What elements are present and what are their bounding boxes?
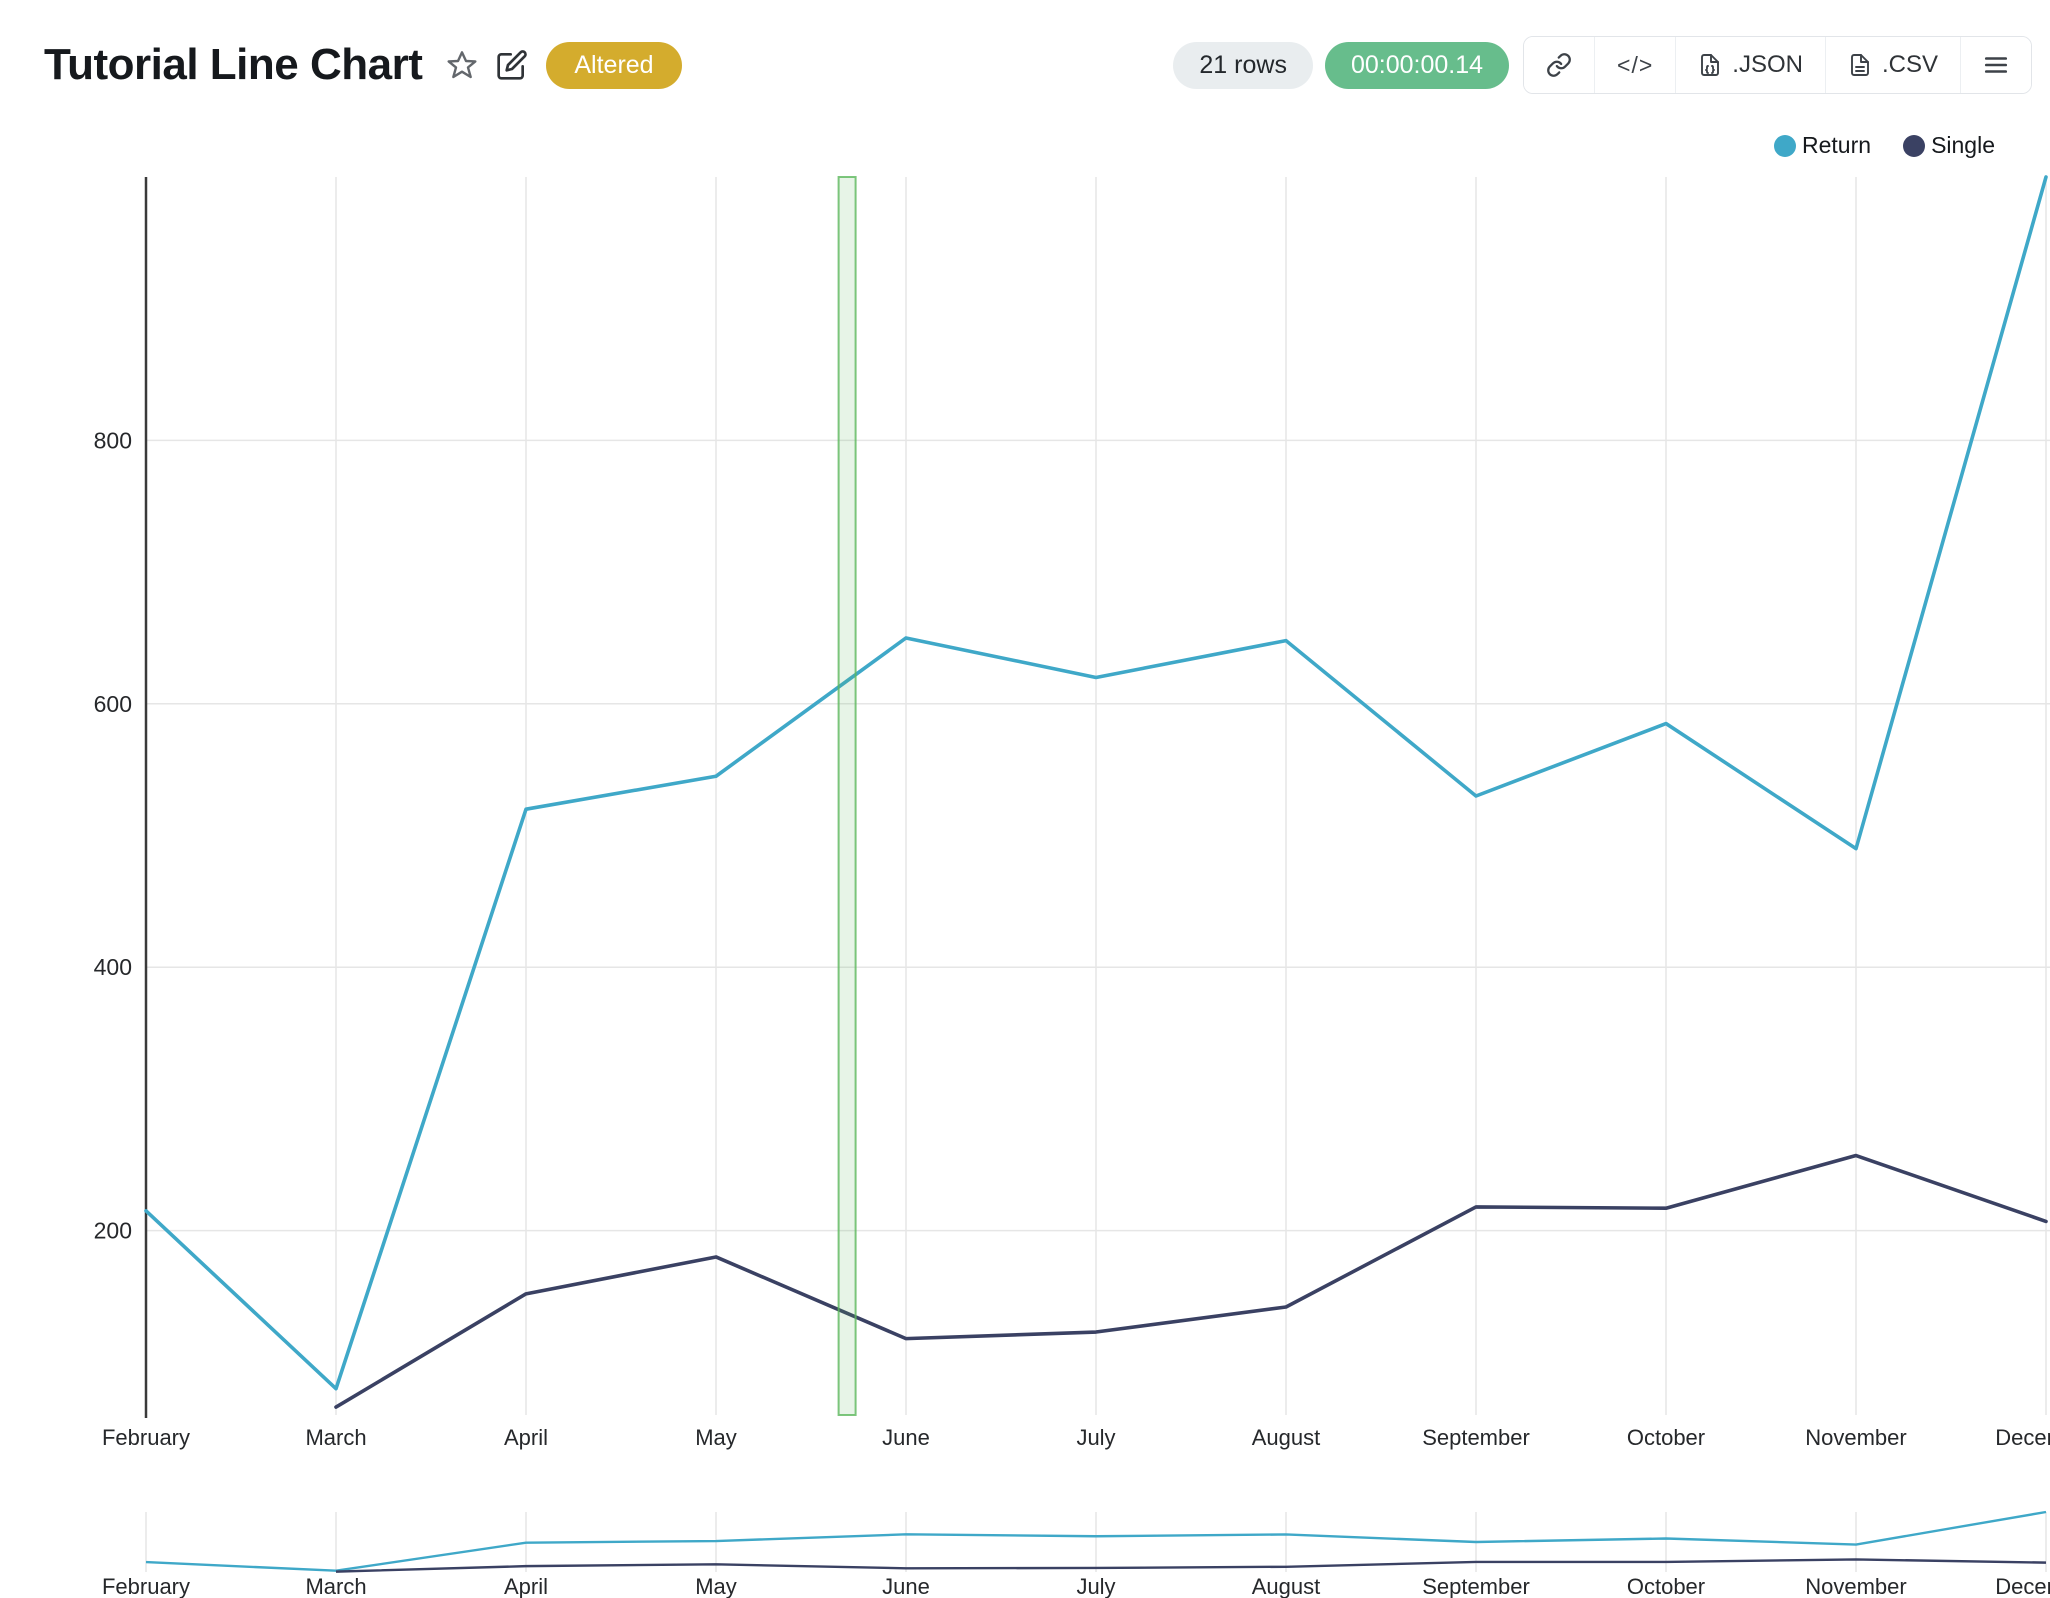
edit-icon[interactable] xyxy=(496,49,528,81)
file-json-icon xyxy=(1698,52,1722,78)
link-button[interactable] xyxy=(1524,37,1595,93)
mini-x-tick-label: June xyxy=(882,1574,930,1598)
x-tick-label: April xyxy=(504,1425,548,1450)
y-tick-label: 600 xyxy=(94,691,132,717)
json-export-button[interactable]: .JSON xyxy=(1675,37,1825,93)
page-title: Tutorial Line Chart xyxy=(44,40,423,89)
mini-x-tick-label: December xyxy=(1995,1574,2050,1598)
row-count-badge: 21 rows xyxy=(1173,41,1313,89)
altered-badge: Altered xyxy=(546,41,682,89)
y-tick-label: 400 xyxy=(94,954,132,980)
mini-series-return-line xyxy=(145,1510,2047,1572)
y-tick-label: 200 xyxy=(94,1218,132,1244)
x-tick-label: August xyxy=(1252,1425,1321,1450)
menu-icon xyxy=(1983,52,2009,78)
legend-dot-single xyxy=(1903,134,1926,157)
x-tick-label: July xyxy=(1076,1425,1115,1450)
series-return-line xyxy=(144,175,2048,1391)
plot-area[interactable] xyxy=(146,177,2050,1415)
x-tick-label: May xyxy=(695,1425,737,1450)
star-icon[interactable] xyxy=(446,49,478,81)
legend-label-single: Single xyxy=(1931,132,1995,158)
selection-band[interactable] xyxy=(837,176,857,1416)
legend-item-return[interactable]: Return xyxy=(1774,132,1871,159)
mini-x-tick-label: February xyxy=(102,1574,190,1598)
menu-button[interactable] xyxy=(1960,37,2031,93)
mini-x-tick-label: October xyxy=(1627,1574,1705,1598)
legend-item-single[interactable]: Single xyxy=(1903,132,1995,159)
x-tick-label: October xyxy=(1627,1425,1705,1450)
code-button[interactable]: </> xyxy=(1594,37,1676,93)
link-icon xyxy=(1546,52,1572,78)
x-tick-label: September xyxy=(1422,1425,1530,1450)
y-tick-label: 800 xyxy=(94,427,132,453)
mini-x-tick-label: April xyxy=(504,1574,548,1598)
x-tick-label: November xyxy=(1805,1425,1906,1450)
csv-export-button[interactable]: .CSV xyxy=(1824,37,1960,93)
chart-legend: Return Single xyxy=(1774,132,1995,159)
mini-x-tick-label: May xyxy=(695,1574,737,1598)
legend-label-return: Return xyxy=(1802,132,1872,158)
mini-x-tick-label: March xyxy=(305,1574,366,1598)
csv-export-label: .CSV xyxy=(1881,51,1938,78)
header: Tutorial Line Chart Altered 21 rows 00:0… xyxy=(0,0,2050,106)
x-tick-label: March xyxy=(305,1425,366,1450)
mini-x-tick-label: September xyxy=(1422,1574,1530,1598)
mini-x-tick-label: November xyxy=(1805,1574,1906,1598)
timer-badge: 00:00:00.14 xyxy=(1324,41,1510,89)
x-tick-label: June xyxy=(882,1425,930,1450)
series-single-line xyxy=(334,1153,2048,1409)
code-icon: </> xyxy=(1617,51,1654,78)
header-right: 21 rows 00:00:00.14 </> xyxy=(1173,36,2032,94)
x-tick-label: February xyxy=(102,1425,190,1450)
export-toolbar: </> .JSON xyxy=(1523,36,2032,94)
x-tick-label: December xyxy=(1995,1425,2050,1450)
file-csv-icon xyxy=(1848,52,1872,78)
mini-x-tick-label: July xyxy=(1076,1574,1115,1598)
mini-x-tick-label: August xyxy=(1252,1574,1321,1598)
header-left: Tutorial Line Chart Altered xyxy=(44,40,682,90)
legend-dot-return xyxy=(1774,134,1797,157)
mini-series-single-line xyxy=(335,1558,2047,1573)
json-export-label: .JSON xyxy=(1732,51,1803,78)
